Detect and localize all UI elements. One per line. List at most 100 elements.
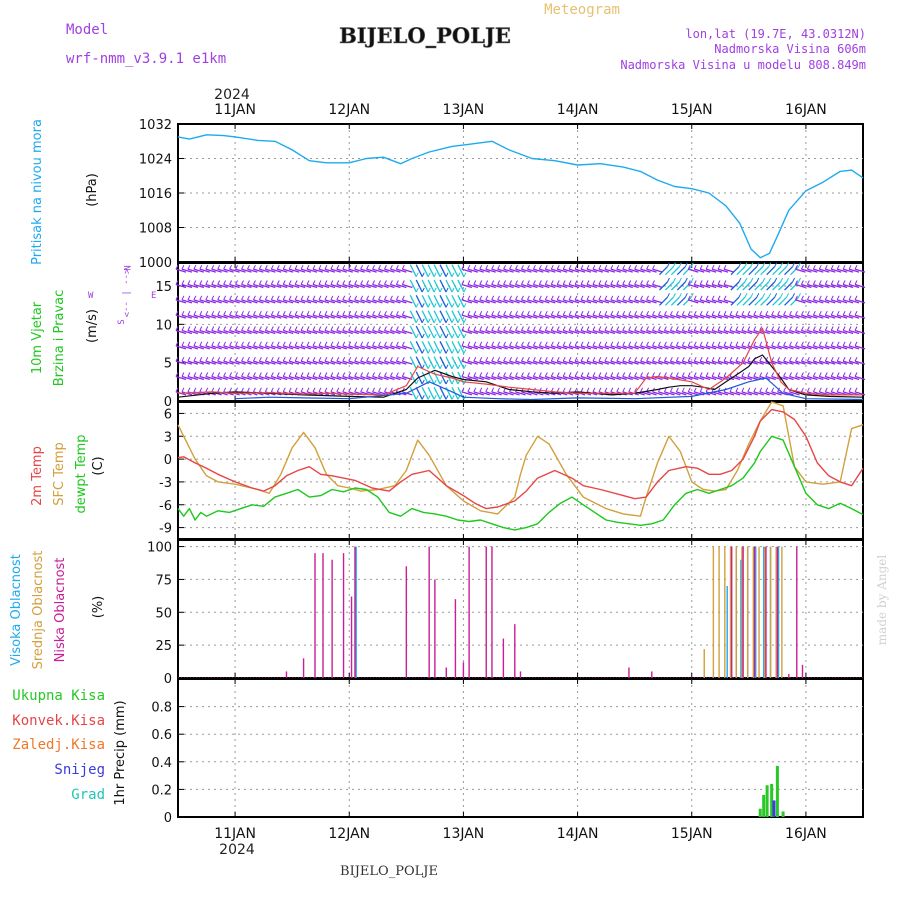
wind-barb (705, 391, 717, 396)
wind-barb (760, 266, 770, 276)
wind-barb (723, 391, 735, 396)
wind-barb (330, 360, 342, 365)
wind-barb-flag (568, 326, 572, 331)
wind-barb-flag (812, 295, 816, 301)
wind-barb (783, 329, 794, 335)
wind-barb-flag (318, 264, 322, 270)
wind-barb (312, 299, 324, 304)
wind-barb (580, 299, 592, 304)
wind-barb (592, 360, 604, 365)
wind-barb-flag (723, 280, 727, 285)
wind-barb-flag (795, 341, 798, 347)
wind-barb-flag (604, 341, 608, 347)
wind-barb (801, 268, 812, 273)
wind-barb (306, 299, 318, 304)
wind-barb (409, 264, 417, 277)
wind-barb (741, 375, 753, 381)
wind-barb (789, 314, 800, 319)
wind-barb-flag (485, 310, 489, 316)
wind-barb (766, 266, 776, 276)
wind-barb-flag (503, 295, 507, 301)
wind-barb (646, 360, 657, 365)
wind-barb-flag (640, 310, 644, 316)
wind-barb (306, 360, 318, 365)
wind-barb (848, 268, 860, 273)
wind-barb (854, 314, 866, 319)
wind-barb-flag (235, 310, 238, 316)
wind-barb (491, 391, 502, 396)
wind-barb-flag (479, 356, 483, 362)
wind-barb-flag (562, 372, 566, 377)
wind-barb-flag (568, 264, 572, 270)
y-tick-label: 25 (155, 639, 172, 654)
wind-barb-flag (491, 372, 495, 377)
wind-barb (271, 360, 282, 365)
wind-barb (211, 314, 222, 319)
wind-barb (640, 329, 651, 335)
wind-barb (723, 329, 735, 335)
wind-barb-flag (741, 372, 745, 377)
wind-barb (294, 299, 306, 304)
wind-barb (259, 345, 270, 350)
wind-barb-flag (830, 280, 834, 285)
wind-barb-flag (473, 326, 477, 331)
wind-barb (445, 356, 453, 369)
wind-barb-flag (318, 295, 322, 301)
wind-barb-flag (658, 372, 661, 377)
wind-barb-flag (395, 280, 399, 285)
wind-barb (801, 314, 812, 319)
wind-barb (784, 296, 794, 306)
wind-barb-flag (445, 364, 449, 369)
wind-barb (521, 299, 532, 304)
wind-barb-flag (783, 326, 786, 331)
wind-barb-flag (854, 341, 858, 347)
wind-barb-flag (467, 326, 471, 331)
wind-barb-flag (741, 326, 745, 331)
wind-barb-flag (384, 295, 387, 301)
wind-barb (765, 391, 776, 396)
wind-barb (265, 375, 276, 381)
wind-barb-flag (211, 264, 215, 270)
wind-barb (342, 299, 353, 304)
wind-barb-flag (824, 280, 828, 285)
wind-barb (521, 268, 532, 273)
wind-barb-flag (324, 341, 328, 347)
wind-barb-flag (421, 395, 425, 400)
wind-barb-flag (800, 356, 804, 362)
wind-barb (300, 314, 312, 319)
wind-barb-flag (562, 264, 566, 270)
wind-barb (312, 314, 324, 319)
wind-barb-flag (628, 326, 632, 331)
wind-barb-flag (824, 372, 828, 377)
wind-barb-flag (836, 326, 840, 331)
wind-barb (378, 345, 389, 350)
wind-barb-flag (235, 372, 238, 377)
wind-barb-flag (717, 341, 721, 347)
wind-barb-flag (312, 295, 316, 301)
wind-barb (217, 268, 228, 273)
wind-barb-flag (628, 387, 632, 393)
wind-barb (813, 329, 824, 335)
wind-barb-flag (282, 310, 286, 316)
wind-barb-flag (205, 387, 209, 393)
wind-barb (670, 296, 680, 306)
wind-barb-flag (723, 264, 727, 270)
wind-barb (223, 283, 234, 289)
wind-barb-flag (247, 295, 250, 301)
wind-barb (515, 299, 526, 304)
wind-barb (390, 299, 401, 304)
wind-barb (300, 360, 312, 365)
wind-barb (445, 264, 453, 277)
wind-barb-flag (485, 326, 489, 331)
wind-barb (616, 375, 627, 381)
wind-barb-flag (771, 387, 775, 393)
wind-barb-flag (521, 310, 524, 316)
wind-barb (551, 329, 562, 335)
wind-barb (533, 299, 544, 304)
wind-barb (652, 391, 663, 396)
wind-barb (354, 314, 365, 319)
wind-barb-flag (598, 295, 602, 301)
wind-barb-flag (497, 280, 501, 285)
wind-barb (723, 268, 735, 273)
wind-barb-flag (780, 293, 784, 298)
